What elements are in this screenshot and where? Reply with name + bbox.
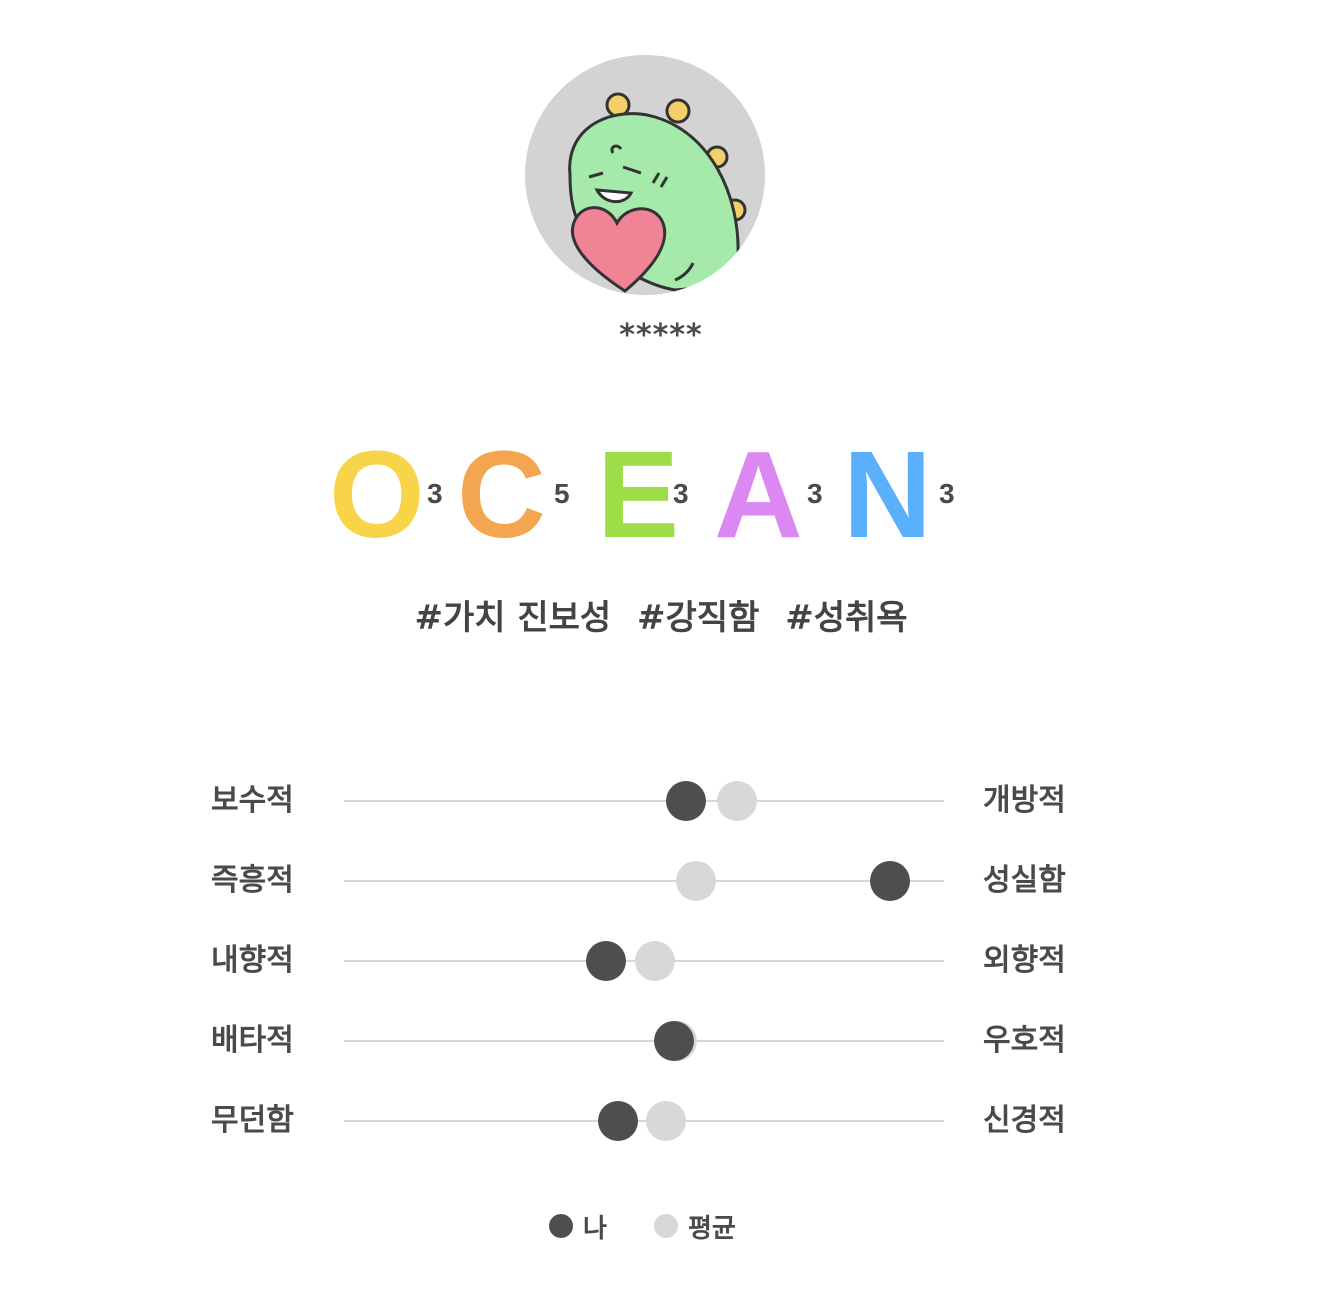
average-dot xyxy=(646,1101,687,1141)
trait-right-label: 개방적 xyxy=(983,783,1066,818)
trait-scale-line xyxy=(344,1120,944,1122)
personality-tags: #가치 진보성 #강직함 #성취욕 xyxy=(0,590,1322,639)
ocean-score-row: O C E A N xyxy=(0,427,1322,564)
trait-right-label: 성실함 xyxy=(983,863,1066,898)
average-dot xyxy=(676,861,717,901)
ocean-score-a: 3 xyxy=(807,478,823,509)
tag: #강직함 xyxy=(637,598,760,638)
trait-scale-line xyxy=(344,800,944,802)
tag: #성취욕 xyxy=(785,598,908,638)
trait-left-label: 내향적 xyxy=(211,943,294,978)
average-dot xyxy=(717,781,757,821)
ocean-letter-a: A xyxy=(714,427,803,564)
ocean-score-e: 3 xyxy=(673,478,689,509)
trait-scale-line xyxy=(344,880,944,882)
trait-scale-line xyxy=(344,1040,944,1042)
profile-avatar xyxy=(525,55,765,295)
ocean-score-n: 3 xyxy=(939,478,955,509)
dinosaur-character-icon xyxy=(568,92,747,293)
username: ***** xyxy=(619,318,703,353)
trait-left-label: 즉흥적 xyxy=(211,863,294,898)
trait-left-label: 배타적 xyxy=(211,1023,294,1058)
my-score-dot xyxy=(654,1021,694,1061)
my-score-dot xyxy=(870,861,910,901)
legend-me: 나 xyxy=(549,1208,607,1244)
trait-left-label: 무던함 xyxy=(211,1103,294,1138)
my-score-dot xyxy=(586,941,627,981)
ocean-score-o: 3 xyxy=(427,478,443,509)
trait-right-label: 외향적 xyxy=(983,943,1066,978)
my-score-swatch-icon xyxy=(549,1214,573,1238)
ocean-score-c: 5 xyxy=(554,478,570,509)
average-dot xyxy=(634,941,675,981)
legend-average: 평균 xyxy=(654,1208,736,1244)
tag: #가치 진보성 xyxy=(414,598,612,638)
trait-right-label: 우호적 xyxy=(983,1023,1066,1058)
my-score-dot xyxy=(598,1101,639,1141)
average-swatch-icon xyxy=(654,1214,678,1238)
legend-me-label: 나 xyxy=(583,1213,607,1244)
trait-left-label: 보수적 xyxy=(211,783,294,818)
ocean-letter-o: O xyxy=(329,427,425,564)
my-score-dot xyxy=(666,781,706,821)
ocean-letter-c: C xyxy=(457,427,546,564)
legend-average-label: 평균 xyxy=(688,1213,736,1244)
ocean-letter-e: E xyxy=(597,427,680,564)
ocean-letter-n: N xyxy=(843,427,932,564)
trait-right-label: 신경적 xyxy=(983,1103,1066,1138)
